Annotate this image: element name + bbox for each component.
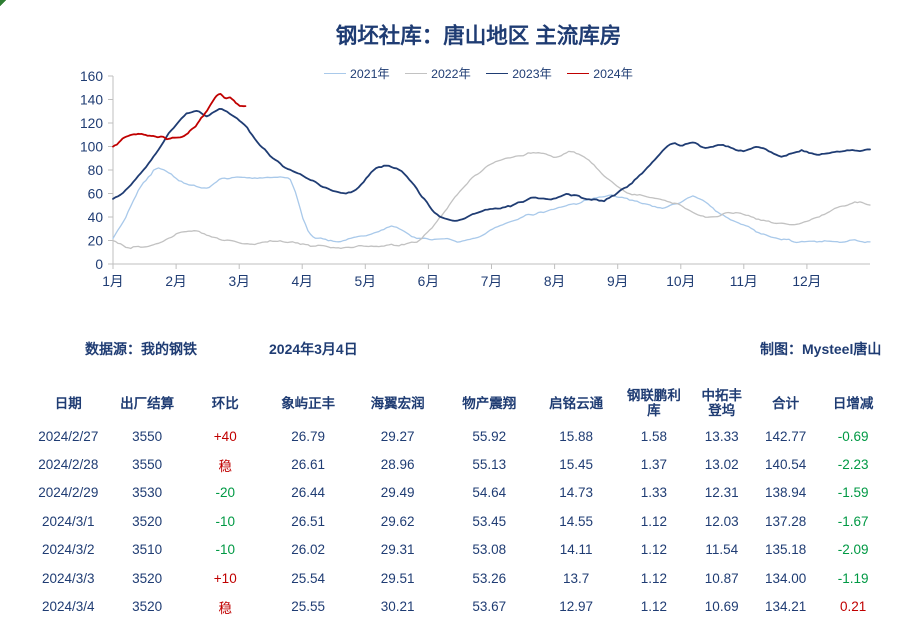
svg-text:8月: 8月 [544,274,565,289]
svg-text:5月: 5月 [355,274,376,289]
svg-text:1月: 1月 [102,274,123,289]
svg-text:120: 120 [80,116,103,131]
svg-text:9月: 9月 [607,274,628,289]
svg-text:11月: 11月 [730,274,758,289]
svg-text:0: 0 [95,257,103,272]
svg-text:160: 160 [80,69,103,84]
svg-text:20: 20 [88,234,104,249]
svg-text:4月: 4月 [291,274,312,289]
svg-text:6月: 6月 [418,274,439,289]
svg-text:7月: 7月 [481,274,502,289]
svg-text:12月: 12月 [792,274,821,289]
svg-text:100: 100 [80,140,103,155]
svg-text:2月: 2月 [165,274,186,289]
svg-text:60: 60 [88,187,104,202]
svg-text:40: 40 [88,210,104,225]
svg-text:80: 80 [88,163,104,178]
svg-text:140: 140 [80,93,103,108]
svg-text:10月: 10月 [666,274,695,289]
svg-text:3月: 3月 [228,274,249,289]
